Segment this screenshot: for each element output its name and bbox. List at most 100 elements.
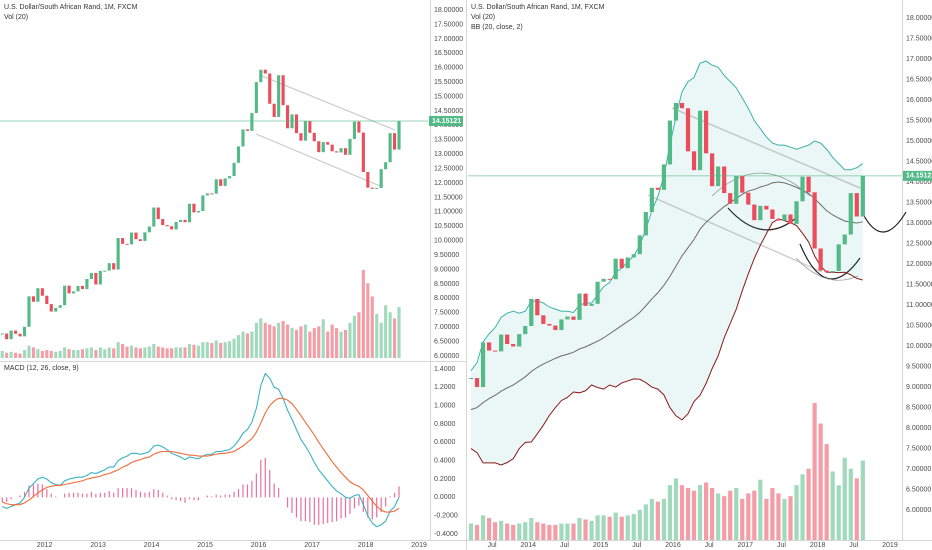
candle-body — [812, 192, 817, 249]
y-tick-label: 6.50000 — [906, 486, 931, 493]
x-tick-label: 2018 — [358, 542, 374, 549]
candle-body — [710, 153, 715, 187]
candle-body — [601, 278, 606, 282]
candle-body — [63, 285, 67, 306]
histogram-bar — [211, 496, 213, 498]
y-tick-label: 0.6000 — [434, 439, 456, 446]
volume-bar — [183, 347, 187, 358]
x-tick-label: 2017 — [737, 542, 753, 549]
volume-bar — [18, 353, 22, 358]
histogram-bar — [130, 488, 133, 498]
candle-body — [107, 263, 111, 271]
volume-bar — [728, 490, 733, 540]
candle-body — [776, 218, 781, 221]
candle-body — [722, 166, 727, 194]
histogram-bar — [358, 497, 360, 506]
histogram-bar — [389, 496, 391, 498]
volume-bar — [770, 487, 775, 540]
volume-bar — [352, 315, 356, 358]
volume-bar — [842, 457, 847, 540]
volume-bar — [179, 347, 183, 358]
volume-bar — [673, 478, 679, 540]
volume-bar — [152, 343, 156, 358]
histogram-bar — [385, 497, 387, 507]
candle-body — [138, 239, 142, 241]
volume-bar — [595, 515, 600, 540]
y-tick-label: 13.00000 — [906, 220, 932, 227]
y-tick-label: 0.4000 — [434, 458, 456, 465]
volume-bar — [156, 346, 160, 358]
candle-body — [89, 272, 93, 280]
candle-body — [232, 162, 236, 177]
candle-body — [245, 129, 249, 131]
volume-bar — [375, 314, 379, 358]
candle-body — [716, 166, 721, 187]
candle-body — [661, 164, 667, 190]
x-tick-label: 2017 — [304, 542, 320, 549]
volume-bar — [89, 347, 93, 358]
volume-bar — [384, 305, 388, 358]
histogram-bar — [135, 490, 137, 498]
candle-body — [348, 138, 352, 155]
candle-body — [326, 142, 330, 145]
chart-title: U.S. Dollar/South African Rand, 1M, FXCM — [471, 4, 605, 11]
y-tick-label: 9.50000 — [906, 363, 931, 370]
y-tick-label: 17.00000 — [906, 56, 932, 63]
histogram-bar — [313, 497, 315, 525]
volume-bar — [98, 347, 102, 358]
volume-bar — [619, 516, 624, 540]
candle-body — [72, 291, 76, 294]
arc-drawing — [861, 211, 907, 233]
y-tick-label: 13.50000 — [434, 137, 463, 144]
x-tick-label: Jul — [560, 542, 569, 549]
histogram-bar — [237, 489, 240, 498]
candle-body — [40, 288, 44, 296]
volume-bar — [474, 524, 480, 540]
candle-body — [511, 344, 516, 347]
candle-body — [375, 187, 379, 189]
candle-body — [187, 203, 192, 223]
volume-bar — [806, 468, 811, 540]
histogram-bar — [273, 483, 275, 498]
histogram-bar — [6, 497, 8, 502]
histogram-bar — [193, 497, 195, 501]
volume-bar — [326, 331, 330, 358]
histogram-bar — [233, 491, 235, 498]
candle-body — [379, 169, 383, 188]
x-tick-label: 2014 — [520, 542, 536, 549]
volume-bar — [236, 335, 241, 358]
volume-bar — [848, 468, 853, 540]
volume-bar — [317, 326, 321, 358]
histogram-bar — [349, 497, 351, 514]
volume-bar — [812, 403, 817, 540]
histogram-bar — [246, 484, 249, 498]
y-tick-label: 9.50000 — [434, 252, 459, 259]
x-tick-label: Jul — [849, 542, 858, 549]
volume-bar — [357, 312, 361, 358]
volume-bar — [649, 498, 654, 540]
volume-bar — [685, 487, 691, 540]
volume-bar — [505, 523, 510, 540]
volume-bar — [161, 347, 165, 358]
volume-bar — [637, 509, 642, 540]
histogram-bar — [295, 497, 298, 518]
y-tick-label: 8.50000 — [906, 404, 931, 411]
histogram-bar — [269, 469, 271, 498]
histogram-bar — [206, 495, 208, 498]
volume-bar — [547, 524, 552, 540]
volume-bar — [667, 485, 673, 540]
trend-line — [255, 133, 381, 187]
candle-body — [589, 303, 594, 306]
volume-bar — [776, 493, 781, 540]
candle-body — [223, 178, 227, 186]
candle-body — [147, 226, 151, 233]
candle-body — [201, 195, 205, 211]
volume-bar — [277, 322, 281, 358]
band-fill — [471, 61, 863, 465]
x-tick-label: 2016 — [665, 542, 681, 549]
candle-body — [299, 133, 303, 141]
histogram-bar — [220, 495, 222, 498]
candle-body — [788, 214, 793, 224]
histogram-bar — [19, 495, 21, 498]
